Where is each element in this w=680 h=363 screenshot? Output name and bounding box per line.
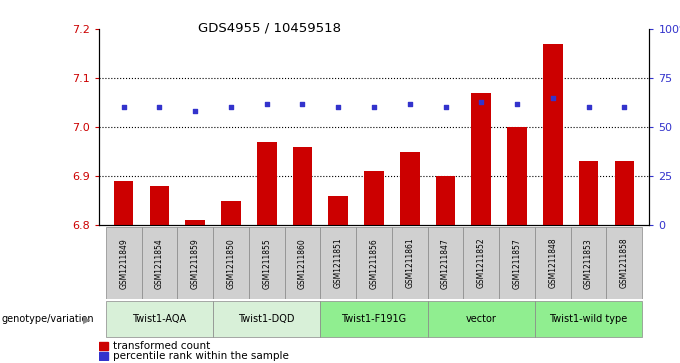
- Bar: [436, 176, 456, 225]
- Text: Twist1-F191G: Twist1-F191G: [341, 314, 407, 325]
- Point: [118, 105, 129, 110]
- Text: GSM1211852: GSM1211852: [477, 238, 486, 289]
- Point: [369, 105, 379, 110]
- Text: GSM1211848: GSM1211848: [548, 238, 558, 289]
- Text: GSM1211860: GSM1211860: [298, 238, 307, 289]
- Text: percentile rank within the sample: percentile rank within the sample: [113, 351, 289, 361]
- Text: GDS4955 / 10459518: GDS4955 / 10459518: [198, 22, 341, 35]
- Text: GSM1211859: GSM1211859: [190, 238, 200, 289]
- FancyBboxPatch shape: [607, 227, 642, 299]
- Text: vector: vector: [466, 314, 496, 325]
- Bar: [364, 171, 384, 225]
- Text: Twist1-DQD: Twist1-DQD: [239, 314, 295, 325]
- Point: [333, 105, 343, 110]
- FancyBboxPatch shape: [141, 227, 177, 299]
- FancyBboxPatch shape: [320, 227, 356, 299]
- Bar: [579, 162, 598, 225]
- FancyBboxPatch shape: [213, 227, 249, 299]
- FancyBboxPatch shape: [463, 227, 499, 299]
- FancyBboxPatch shape: [213, 301, 320, 338]
- FancyBboxPatch shape: [535, 301, 642, 338]
- Text: Twist1-AQA: Twist1-AQA: [133, 314, 186, 325]
- FancyBboxPatch shape: [428, 227, 463, 299]
- Point: [547, 95, 558, 101]
- Text: Twist1-wild type: Twist1-wild type: [549, 314, 628, 325]
- Bar: [150, 186, 169, 225]
- Bar: [543, 44, 562, 225]
- Text: GSM1211858: GSM1211858: [620, 238, 629, 289]
- Text: genotype/variation: genotype/variation: [1, 314, 94, 325]
- Point: [476, 99, 487, 105]
- Bar: [471, 93, 491, 225]
- FancyBboxPatch shape: [320, 301, 428, 338]
- Text: ▶: ▶: [83, 314, 90, 325]
- Bar: [186, 220, 205, 225]
- Bar: [257, 142, 277, 225]
- FancyBboxPatch shape: [106, 227, 141, 299]
- Text: GSM1211851: GSM1211851: [334, 238, 343, 289]
- Bar: [99, 352, 108, 360]
- Text: GSM1211850: GSM1211850: [226, 238, 235, 289]
- Point: [583, 105, 594, 110]
- Text: GSM1211861: GSM1211861: [405, 238, 414, 289]
- Text: GSM1211853: GSM1211853: [584, 238, 593, 289]
- FancyBboxPatch shape: [177, 227, 213, 299]
- Text: GSM1211849: GSM1211849: [119, 238, 128, 289]
- FancyBboxPatch shape: [392, 227, 428, 299]
- Text: GSM1211856: GSM1211856: [369, 238, 379, 289]
- Point: [511, 101, 522, 106]
- Bar: [507, 127, 527, 225]
- Text: GSM1211857: GSM1211857: [513, 238, 522, 289]
- Bar: [400, 151, 420, 225]
- FancyBboxPatch shape: [249, 227, 285, 299]
- FancyBboxPatch shape: [571, 227, 607, 299]
- Bar: [292, 147, 312, 225]
- FancyBboxPatch shape: [428, 301, 535, 338]
- Bar: [328, 196, 348, 225]
- Point: [297, 101, 308, 106]
- Point: [440, 105, 451, 110]
- Point: [261, 101, 272, 106]
- Text: GSM1211847: GSM1211847: [441, 238, 450, 289]
- Point: [154, 105, 165, 110]
- FancyBboxPatch shape: [535, 227, 571, 299]
- Text: GSM1211855: GSM1211855: [262, 238, 271, 289]
- FancyBboxPatch shape: [285, 227, 320, 299]
- Point: [190, 109, 201, 114]
- Text: transformed count: transformed count: [113, 341, 210, 351]
- Bar: [221, 201, 241, 225]
- Point: [619, 105, 630, 110]
- Bar: [114, 181, 133, 225]
- FancyBboxPatch shape: [499, 227, 535, 299]
- Point: [405, 101, 415, 106]
- Bar: [615, 162, 634, 225]
- FancyBboxPatch shape: [106, 301, 213, 338]
- Point: [226, 105, 237, 110]
- Text: GSM1211854: GSM1211854: [155, 238, 164, 289]
- FancyBboxPatch shape: [356, 227, 392, 299]
- Bar: [99, 342, 108, 350]
